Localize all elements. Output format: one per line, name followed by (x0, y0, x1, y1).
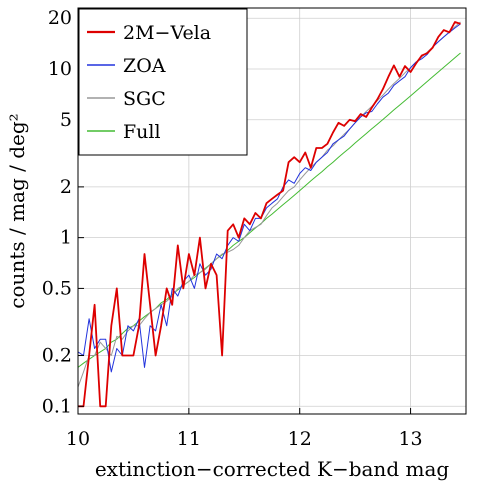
x-axis-label: extinction−corrected K−band mag (95, 457, 450, 481)
y-tick-label: 0.2 (42, 345, 72, 367)
legend-label: ZOA (123, 55, 166, 77)
series-line-sgc (77, 21, 461, 388)
plot-frame (77, 7, 467, 415)
legend: 2M−Vela ZOA SGC Full (78, 8, 248, 156)
x-tick-label: 11 (177, 428, 201, 450)
y-tick-label: 0.5 (42, 277, 72, 299)
y-tick-label: 0.1 (42, 395, 72, 417)
x-tick-label: 10 (66, 428, 90, 450)
legend-label: 2M−Vela (123, 22, 211, 44)
legend-label: Full (123, 121, 161, 143)
x-tick-label: 12 (288, 428, 312, 450)
y-tick-label: 5 (60, 109, 72, 131)
y-tick-label: 10 (48, 58, 72, 80)
series-group (77, 21, 461, 408)
series-line-2m-vela (78, 21, 461, 408)
y-tick-label: 1 (60, 227, 72, 249)
series-line-zoa (77, 23, 461, 373)
y-axis-label: counts / mag / deg² (5, 113, 29, 308)
legend-label: SGC (123, 88, 166, 110)
y-tick-label: 20 (48, 7, 72, 29)
series-line-full (77, 52, 461, 368)
x-tick-label: 13 (398, 428, 422, 450)
y-tick-label: 2 (60, 176, 72, 198)
